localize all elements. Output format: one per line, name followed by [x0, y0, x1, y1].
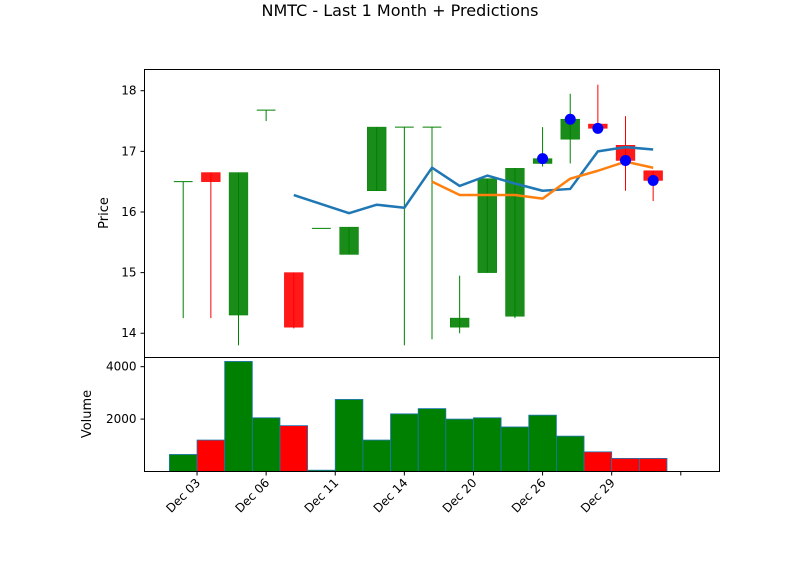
volume-bar [390, 413, 419, 472]
volume-bar [334, 399, 364, 472]
volume-plot-frame [144, 357, 720, 472]
x-tick-label: Dec 11 [302, 476, 342, 516]
prediction-point [592, 122, 604, 134]
prediction-point [537, 153, 549, 165]
volume-bar [279, 425, 309, 472]
price-panel: 14 15 16 17 18 Price [97, 69, 720, 358]
candle-body [505, 168, 525, 317]
candle-body [201, 172, 221, 182]
price-axis-label: Price [97, 197, 112, 229]
candle-body [339, 226, 359, 255]
volume-axis-label: Volume [80, 390, 95, 438]
volume-bar [168, 454, 198, 472]
volume-bar [224, 361, 253, 472]
volume-bar [417, 408, 447, 472]
x-tick-label: Dec 26 [509, 476, 549, 516]
x-tick-label: Dec 20 [440, 476, 480, 516]
prediction-point [620, 154, 632, 166]
prediction-point [647, 174, 659, 186]
volume-bar [583, 451, 613, 472]
candle-body [367, 126, 387, 192]
volume-bar [445, 418, 474, 472]
volume-bar [251, 417, 281, 472]
chart-title: NMTC - Last 1 Month + Predictions [262, 1, 539, 20]
volume-bar [555, 435, 585, 472]
x-tick-label: Dec 03 [163, 476, 203, 516]
ma-long-line [431, 160, 654, 200]
volume-bar [362, 439, 391, 472]
candle-body [284, 272, 304, 328]
price-tick-label: 18 [121, 84, 136, 98]
x-tick-label: Dec 14 [371, 476, 411, 516]
volume-bar [611, 457, 640, 472]
x-tick-label: Dec 06 [232, 476, 272, 516]
price-tick-label: 17 [121, 144, 136, 158]
volume-tick-label: 4000 [106, 360, 137, 374]
candle-body [228, 172, 249, 316]
x-tick-label: Dec 29 [578, 476, 618, 516]
prediction-point [564, 113, 576, 125]
price-tick-label: 16 [121, 205, 136, 219]
candle-body [449, 317, 470, 328]
volume-bar [473, 417, 502, 472]
volume-bar [528, 414, 557, 472]
volume-tick-label: 2000 [106, 412, 137, 426]
volume-panel: 2000 4000 Volume [80, 357, 720, 472]
volume-bar [196, 439, 226, 472]
ma-short-line [293, 145, 654, 215]
price-tick-label: 15 [121, 266, 136, 280]
volume-bar [500, 426, 530, 472]
candle-body [477, 178, 497, 273]
volume-bar [638, 457, 668, 472]
price-tick-label: 14 [121, 326, 136, 340]
